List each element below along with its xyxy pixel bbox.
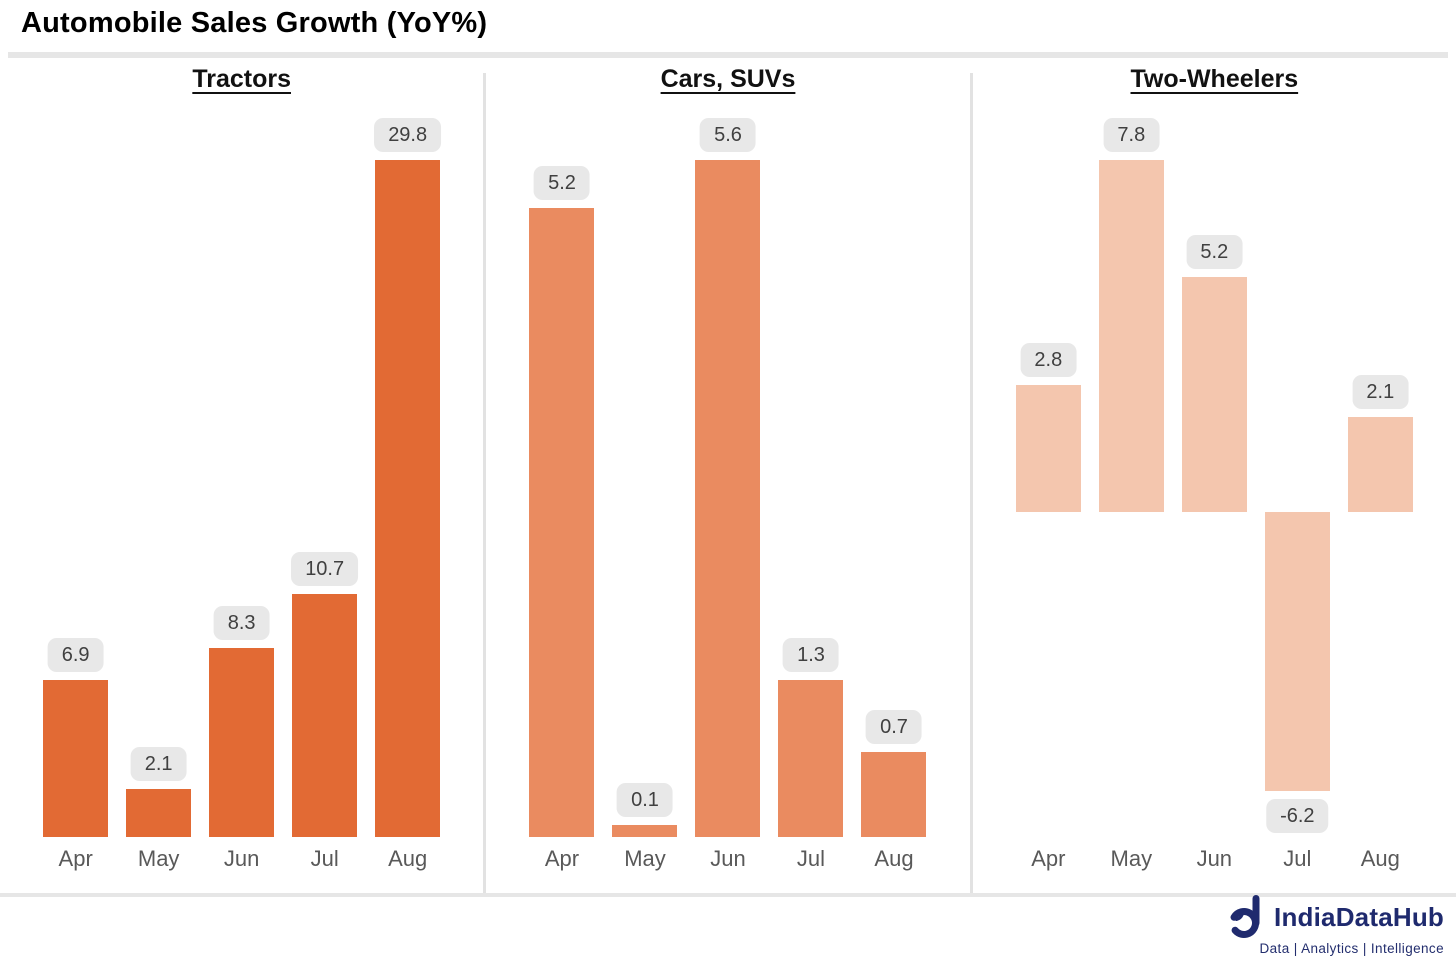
bar-slot: 10.7 bbox=[283, 160, 366, 837]
brand-tagline: Data | Analytics | Intelligence bbox=[1259, 941, 1444, 956]
month-label: Aug bbox=[388, 846, 428, 871]
month-label: Apr bbox=[58, 846, 93, 871]
panel-title-text: Tractors bbox=[192, 65, 291, 93]
bar bbox=[1098, 160, 1164, 512]
month-axis-cars-suvs: Apr May Jun Jul Aug bbox=[520, 846, 935, 872]
bar-slot: 0.1 bbox=[603, 160, 686, 837]
month-axis-tractors: Apr May Jun Jul Aug bbox=[34, 846, 449, 872]
panel-title-tractors: Tractors bbox=[0, 65, 483, 94]
bar bbox=[612, 824, 678, 837]
value-badge: 7.8 bbox=[1103, 118, 1160, 152]
bar bbox=[1015, 385, 1081, 512]
bar-slot: 5.2 bbox=[1173, 160, 1256, 837]
month-label: Apr bbox=[1031, 846, 1066, 871]
value-badge: -6.2 bbox=[1266, 799, 1329, 833]
panel-two-wheelers: Two-Wheelers 2.8 7.8 5.2 -6.2 2.1 Apr May Jun J… bbox=[973, 58, 1456, 894]
bar bbox=[1264, 511, 1330, 791]
brand-block: IndiaDataHub Data | Analytics | Intellig… bbox=[1227, 895, 1444, 956]
plot-tractors: 6.9 2.1 8.3 10.7 29.8 bbox=[34, 118, 449, 837]
bar bbox=[375, 160, 441, 837]
bar bbox=[126, 789, 192, 837]
month-label: Jun bbox=[1196, 846, 1233, 871]
bar-slot: 2.1 bbox=[117, 160, 200, 837]
value-badge: 2.8 bbox=[1020, 343, 1077, 378]
month-label: Jul bbox=[310, 846, 339, 871]
bar bbox=[43, 680, 109, 837]
value-badge: 2.1 bbox=[1352, 374, 1409, 409]
value-badge: 6.9 bbox=[47, 638, 104, 673]
bar-slot: 1.3 bbox=[769, 160, 852, 837]
month-label: May bbox=[624, 846, 666, 871]
value-badge: 2.1 bbox=[130, 747, 187, 782]
value-badge: 29.8 bbox=[374, 118, 442, 152]
value-badge: 5.6 bbox=[700, 118, 756, 152]
plot-two-wheelers: 2.8 7.8 5.2 -6.2 2.1 bbox=[1007, 118, 1422, 837]
value-badge: 10.7 bbox=[291, 551, 359, 586]
value-badge: 0.1 bbox=[617, 782, 673, 817]
bar-slot: -6.2 bbox=[1256, 160, 1339, 837]
charts-row: Tractors 6.9 2.1 8.3 10.7 29.8 Apr May Jun Jul A… bbox=[0, 58, 1456, 894]
panel-divider bbox=[969, 73, 973, 893]
bar-slot: 2.8 bbox=[1007, 160, 1090, 837]
month-label: Aug bbox=[1360, 846, 1400, 871]
month-label: Jul bbox=[796, 846, 826, 871]
bar-slot: 2.1 bbox=[1339, 160, 1422, 837]
value-badge: 5.2 bbox=[534, 166, 590, 201]
bar bbox=[292, 593, 358, 837]
value-badge: 5.2 bbox=[1186, 235, 1243, 270]
bar bbox=[695, 160, 761, 837]
panel-title-text: Cars, SUVs bbox=[660, 65, 796, 93]
month-axis-two-wheelers: Apr May Jun Jul Aug bbox=[1007, 846, 1422, 872]
bar-slot: 5.6 bbox=[686, 118, 769, 837]
bar bbox=[1181, 277, 1247, 512]
footer-divider bbox=[0, 893, 1456, 897]
panel-title-cars-suvs: Cars, SUVs bbox=[486, 65, 969, 94]
panel-tractors: Tractors 6.9 2.1 8.3 10.7 29.8 Apr May Jun Jul A… bbox=[0, 58, 483, 894]
bar bbox=[209, 648, 275, 837]
bar-slot: 29.8 bbox=[366, 118, 449, 837]
month-label: May bbox=[1110, 846, 1153, 871]
value-badge: 1.3 bbox=[783, 637, 839, 672]
bar-slot: 8.3 bbox=[200, 160, 283, 837]
panel-divider bbox=[483, 73, 487, 893]
bar-slot: 0.7 bbox=[852, 160, 935, 837]
month-label: Apr bbox=[544, 846, 580, 871]
value-badge: 8.3 bbox=[213, 606, 270, 641]
bar bbox=[778, 679, 844, 837]
panel-title-two-wheelers: Two-Wheelers bbox=[973, 65, 1456, 94]
bar bbox=[529, 208, 595, 837]
month-label: May bbox=[137, 846, 180, 871]
page-title: Automobile Sales Growth (YoY%) bbox=[21, 7, 488, 39]
plot-cars-suvs: 5.2 0.1 5.6 1.3 0.7 bbox=[520, 118, 935, 837]
indiadatahub-logo-icon bbox=[1227, 895, 1267, 939]
panel-cars-suvs: Cars, SUVs 5.2 0.1 5.6 1.3 0.7 Apr May Jun Jul A… bbox=[486, 58, 969, 894]
bar bbox=[861, 752, 927, 837]
bar bbox=[1347, 416, 1413, 512]
month-label: Jul bbox=[1283, 846, 1312, 871]
header-divider bbox=[8, 52, 1448, 58]
month-label: Jun bbox=[710, 846, 746, 871]
month-label: Aug bbox=[874, 846, 914, 871]
month-label: Jun bbox=[223, 846, 260, 871]
bar-slot: 6.9 bbox=[34, 160, 117, 837]
panel-title-text: Two-Wheelers bbox=[1130, 65, 1299, 93]
value-badge: 0.7 bbox=[866, 710, 922, 745]
brand-name: IndiaDataHub bbox=[1274, 901, 1444, 932]
bar-slot: 5.2 bbox=[520, 160, 603, 837]
bar-slot: 7.8 bbox=[1090, 118, 1173, 837]
